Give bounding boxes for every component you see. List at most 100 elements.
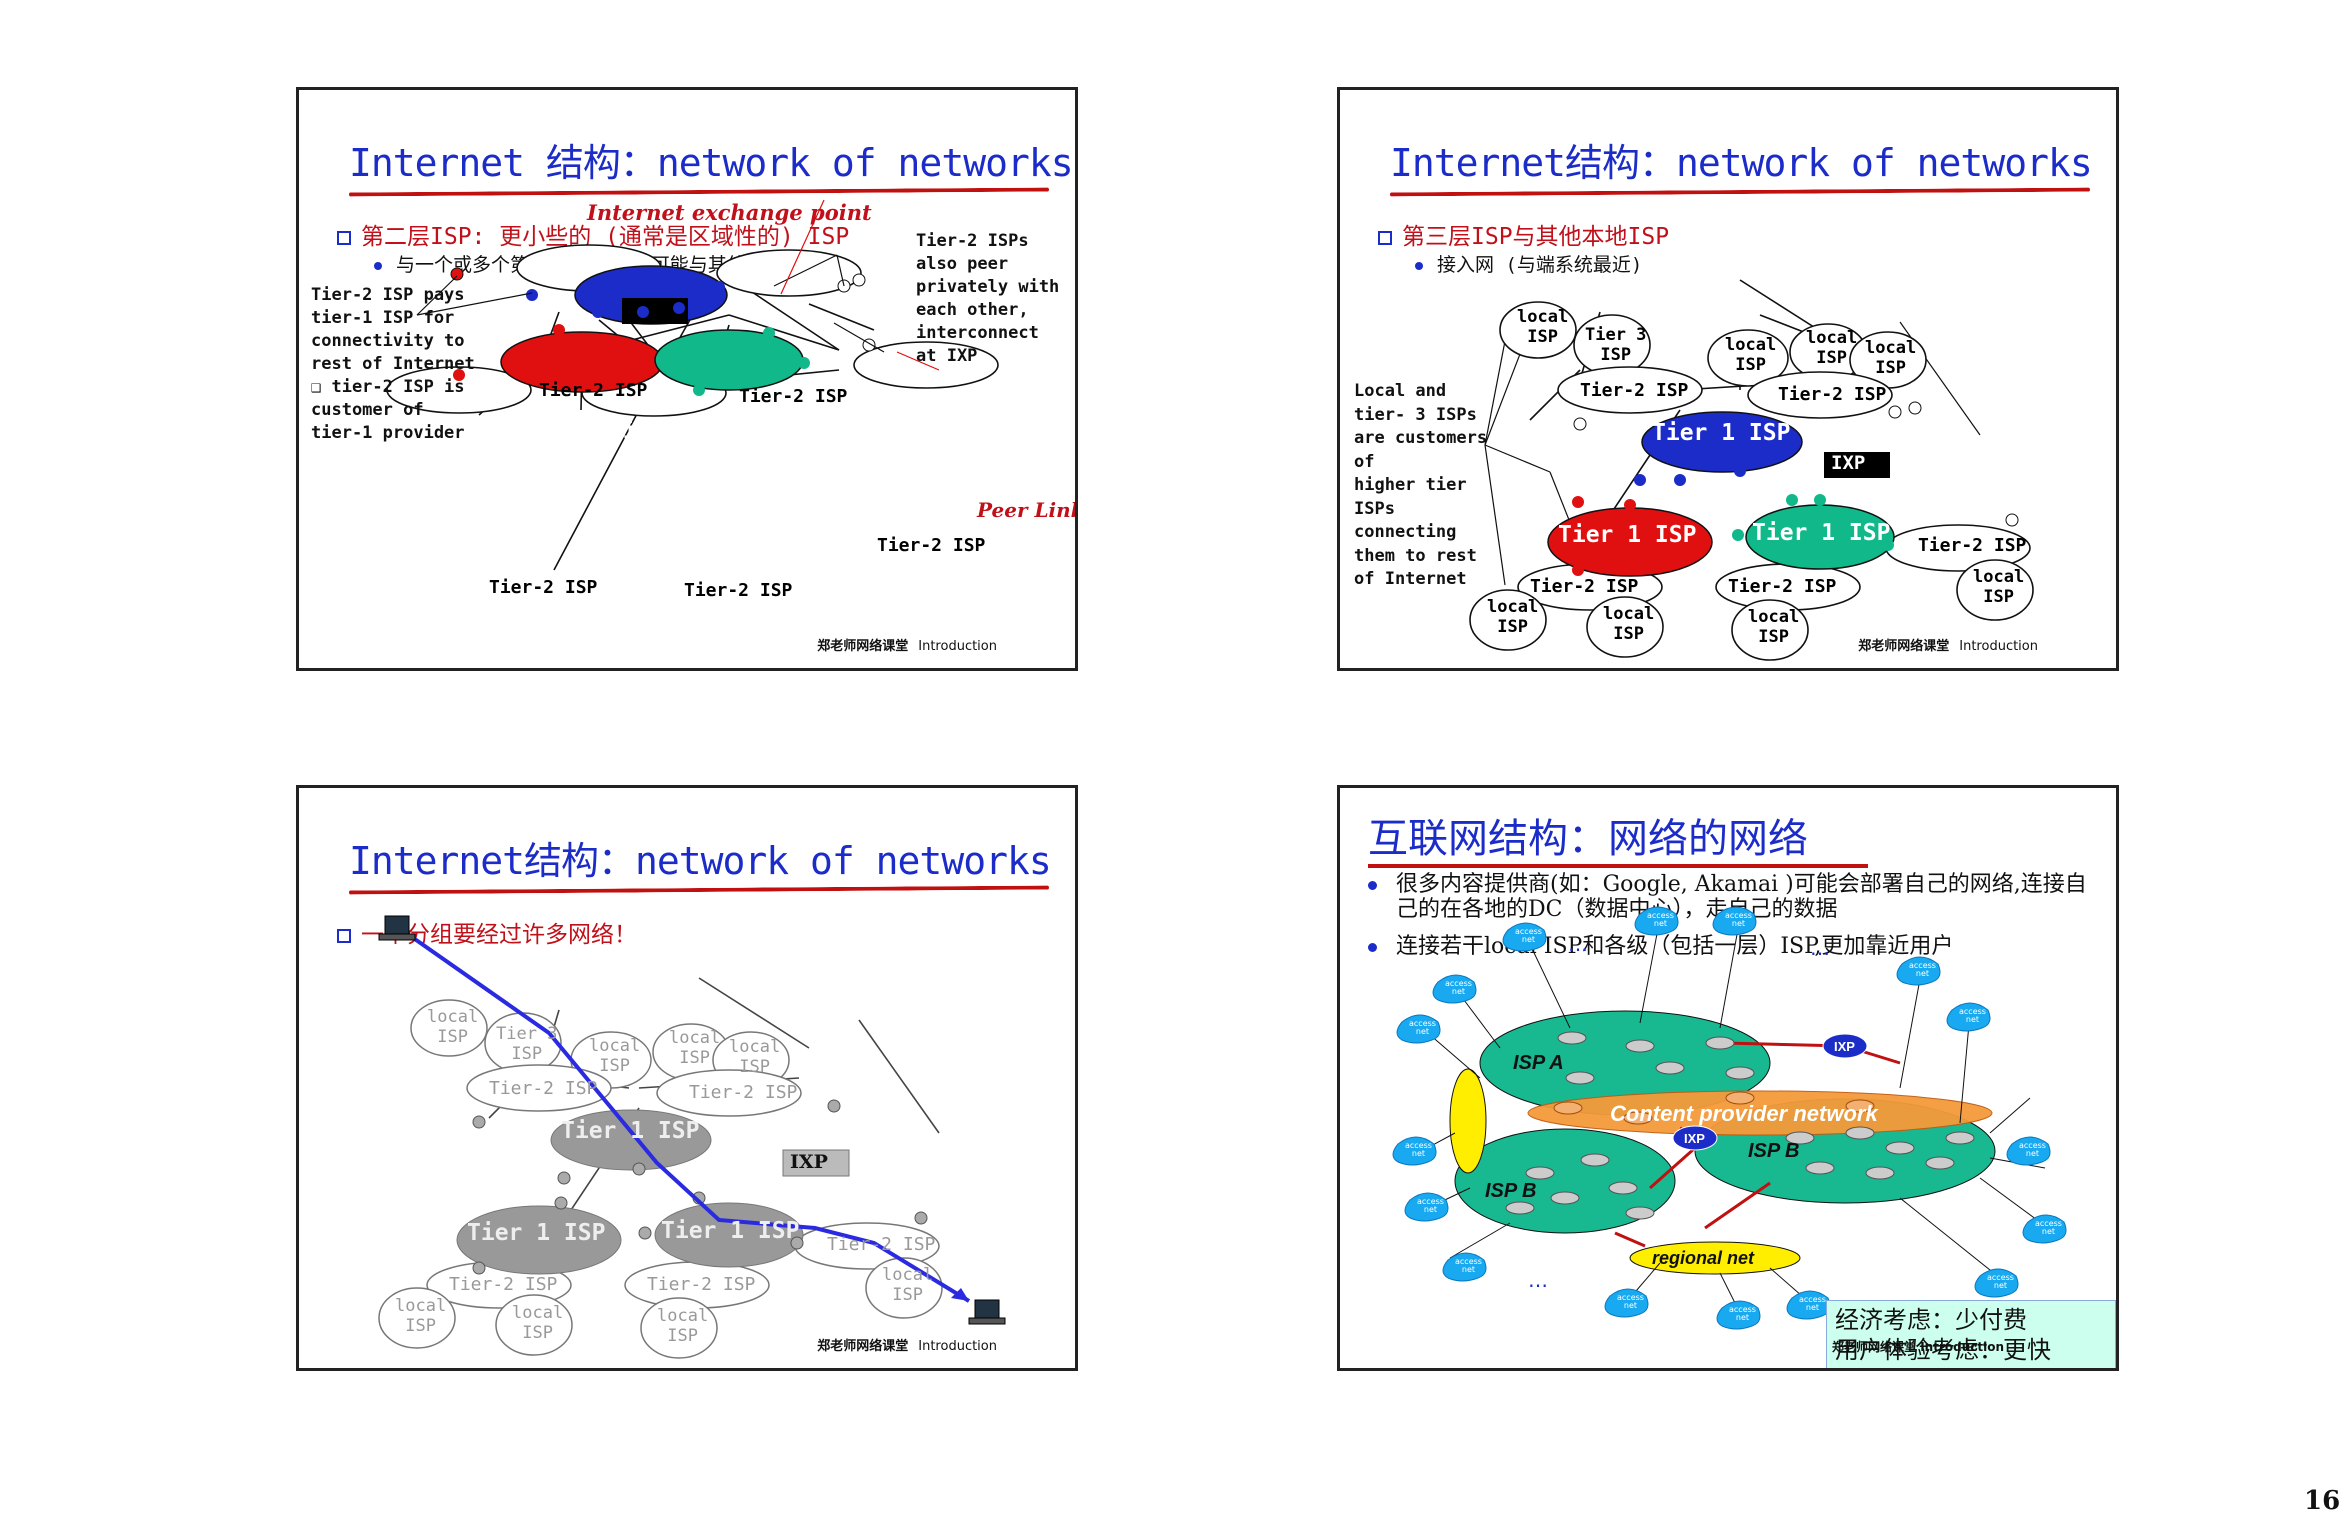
- access-net-label: access net: [1409, 1019, 1436, 1036]
- access-net-label: access net: [2019, 1141, 2046, 1158]
- local-isp-label: local ISP: [512, 1303, 564, 1343]
- ellipsis: …: [1528, 1268, 1548, 1292]
- tier3-isp-label: Tier 3 ISP: [496, 1024, 558, 1064]
- local-isp-label: local ISP: [729, 1037, 781, 1077]
- isp-b-label: ISP B: [1748, 1140, 1800, 1162]
- ellipsis: …: [1568, 932, 1588, 956]
- local-isp-label: local ISP: [1487, 597, 1539, 637]
- tier2-label: Tier-2 ISP: [827, 1234, 936, 1255]
- local-isp-label: local ISP: [589, 1036, 641, 1076]
- content-provider-label: Content provider network: [1610, 1101, 1878, 1126]
- regional-net-label: regional net: [1652, 1248, 1755, 1268]
- local-isp-label: local ISP: [669, 1028, 721, 1068]
- access-net-label: access net: [1729, 1305, 1756, 1322]
- access-net-label: access net: [1987, 1273, 2014, 1290]
- access-net-label: access net: [1725, 911, 1752, 928]
- access-net-label: access net: [1445, 979, 1472, 996]
- bullet: 很多内容提供商(如：Google, Akamai )可能会部署自己的网络,连接自…: [1368, 872, 2098, 922]
- tier1-label: Tier 1 ISP: [609, 418, 748, 444]
- local-isp-label: local ISP: [1865, 338, 1917, 378]
- left-note: Local and tier- 3 ISPs are customers of high…: [1354, 381, 1488, 589]
- tier2-label: Tier-2 ISP: [1918, 535, 2027, 556]
- local-isp-label: local ISP: [657, 1306, 709, 1346]
- tier1-label: Tier 1 ISP: [661, 1218, 800, 1244]
- local-isp-label: local ISP: [1973, 567, 2025, 607]
- tier2-label: Tier-2 ISP: [489, 1078, 598, 1099]
- square-bullet-icon: [337, 230, 351, 245]
- peer-link-label: Peer Link: [977, 498, 1078, 522]
- isp-a-label: ISP A: [1513, 1052, 1564, 1074]
- slide-1: Internet 结构：network of networks 第二层ISP: …: [296, 87, 1078, 671]
- tier2-label: Tier-2 ISP: [684, 580, 793, 601]
- network-diagram: [386, 199, 999, 571]
- local-isp-label: local ISP: [1725, 335, 1777, 375]
- access-net-label: access net: [1617, 1293, 1644, 1310]
- local-isp-label: local ISP: [1806, 328, 1858, 368]
- tier1-label: Tier 1 ISP: [1558, 522, 1697, 548]
- local-isp-label: local ISP: [1517, 307, 1569, 347]
- ixp-label: IXP: [1834, 1039, 1855, 1054]
- left-note: Tier-2 ISP pays tier-1 ISP for connectivit…: [311, 285, 475, 443]
- tier2-label: Tier-2 ISP: [739, 386, 848, 407]
- bullet: 第三层ISP与其他本地ISP: [1378, 217, 1669, 251]
- footer: 郑老师网络课堂 Introduction: [817, 1339, 997, 1354]
- local-isp-label: local ISP: [427, 1007, 479, 1047]
- tier2-label: Tier-2 ISP: [1728, 576, 1837, 597]
- footer: 郑老师网络课堂 Introduction: [817, 639, 997, 654]
- slide-title: Internet结构：network of networks: [1390, 141, 2093, 185]
- title-underline: [1368, 864, 1868, 868]
- local-isp-label: local ISP: [882, 1265, 934, 1305]
- tier2-label: Tier-2 ISP: [1580, 380, 1689, 401]
- page-number: 16: [2304, 1486, 2341, 1516]
- tier2-label: Tier-2 ISP: [1530, 576, 1639, 597]
- ixp-label: IXP: [790, 1151, 828, 1173]
- access-net-label: access net: [2035, 1219, 2062, 1236]
- dot-bullet-icon: [1368, 943, 1377, 952]
- access-net-label: access net: [1647, 911, 1674, 928]
- network-diagram: [378, 915, 1006, 1359]
- ixp-callout: Internet exchange point: [587, 200, 872, 225]
- ixp-label: IXP: [789, 447, 824, 469]
- access-net-label: access net: [1799, 1295, 1826, 1312]
- tier2-label: Tier-2 ISP: [647, 1274, 756, 1295]
- tier3-isp-label: Tier 3 ISP: [1585, 325, 1647, 365]
- computer-icon: [384, 915, 410, 935]
- tier1-label: Tier 1 ISP: [561, 1118, 700, 1144]
- sub-bullet: 接入网 (与端系统最近): [1415, 250, 1642, 277]
- footer: 郑老师网络课堂 Introduction: [1832, 1340, 2004, 1354]
- access-net-label: access net: [1515, 927, 1542, 944]
- tier1-label: Tier 1 ISP: [711, 520, 850, 546]
- tier2-label: Tier-2 ISP: [1778, 384, 1887, 405]
- network-diagram: [1469, 279, 2034, 661]
- square-bullet-icon: [337, 928, 351, 943]
- slide-3: Internet结构：network of networks 一个分组要经过许多…: [296, 785, 1078, 1371]
- tier2-label: Tier-2 ISP: [689, 1082, 798, 1103]
- tier1-label: Tier 1 ISP: [511, 522, 650, 548]
- tier1-label: Tier 1 ISP: [467, 1220, 606, 1246]
- tier2-label: Tier-2 ISP: [449, 1274, 558, 1295]
- bullet: 连接若干local ISP和各级（包括一层）ISP,更加靠近用户: [1368, 934, 2098, 959]
- isp-b-label: ISP B: [1485, 1180, 1537, 1202]
- ixp-label: IXP: [1831, 452, 1866, 474]
- computer-icon: [974, 1299, 1000, 1319]
- dot-bullet-icon: [1415, 261, 1423, 270]
- local-isp-label: local ISP: [395, 1296, 447, 1336]
- dot-bullet-icon: [1368, 881, 1377, 890]
- slide-title: Internet 结构：network of networks: [349, 141, 1074, 185]
- slide-title: 互联网结构：网络的网络: [1368, 816, 1808, 862]
- tier2-label: Tier-2 ISP: [877, 535, 986, 556]
- square-bullet-icon: [1378, 230, 1392, 245]
- tier1-label: Tier 1 ISP: [1652, 420, 1791, 446]
- ixp-label: IXP: [1684, 1131, 1705, 1146]
- access-net-label: access net: [1405, 1141, 1432, 1158]
- slide-2: Internet结构：network of networks 第三层ISP与其他…: [1337, 87, 2119, 671]
- tier1-label: Tier 1 ISP: [1752, 520, 1891, 546]
- local-isp-label: local ISP: [1603, 604, 1655, 644]
- slide-4: 互联网结构：网络的网络 很多内容提供商(如：Google, Akamai )可能…: [1337, 785, 2119, 1371]
- tier2-label: Tier-2 ISP: [539, 380, 648, 401]
- right-note: Tier-2 ISPs also peer privately with each o…: [916, 231, 1060, 366]
- access-net-label: access net: [1417, 1197, 1444, 1214]
- content-provider-diagram: [1392, 906, 2067, 1330]
- access-net-label: access net: [1959, 1007, 1986, 1024]
- access-net-label: access net: [1909, 961, 1936, 978]
